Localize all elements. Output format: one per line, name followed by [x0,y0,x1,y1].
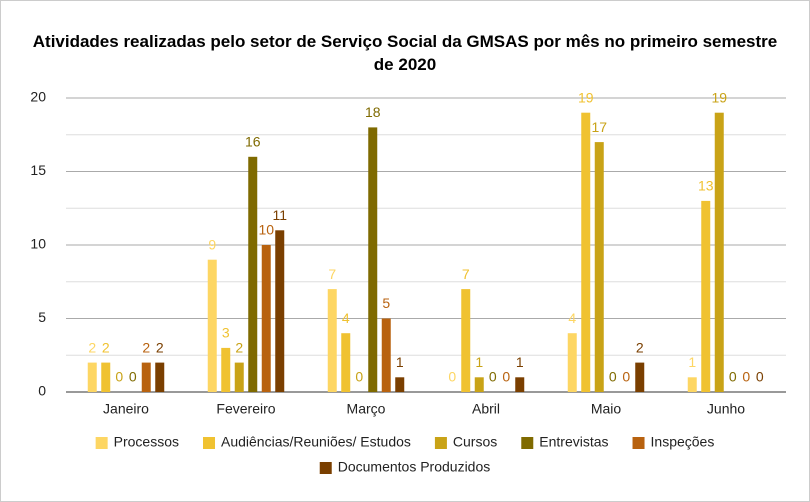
data-label: 1 [396,354,404,370]
bar [155,362,165,392]
data-label: 16 [245,134,261,150]
data-label: 0 [355,369,363,385]
data-label: 4 [568,310,576,326]
data-label: 2 [636,339,644,355]
legend-swatch [203,437,216,449]
bar [714,112,724,392]
bar [368,127,378,393]
bar [701,200,711,392]
data-label: 17 [591,119,607,135]
data-label: 0 [448,369,456,385]
bar [635,362,645,392]
data-label: 0 [129,369,137,385]
x-tick-label: Junho [707,401,745,417]
bar [87,362,97,392]
bar [474,377,484,392]
bar [515,377,525,392]
bar [261,245,271,392]
legend-swatch [95,437,108,449]
data-label: 1 [688,354,696,370]
bar [395,377,405,392]
legend-label: Processos [114,434,179,450]
data-label: 2 [88,339,96,355]
data-label: 2 [142,339,150,355]
data-label: 0 [489,369,497,385]
data-label: 2 [102,339,110,355]
data-label: 0 [742,369,750,385]
data-label: 2 [156,339,164,355]
bar [207,259,217,392]
data-label: 0 [756,369,764,385]
bar [341,333,351,392]
data-label: 0 [729,369,737,385]
data-label: 10 [258,222,274,238]
x-tick-label: Março [347,401,386,417]
data-label: 0 [115,369,123,385]
chart-title: Atividades realizadas pelo setor de Serv… [32,32,778,74]
x-tick-label: Janeiro [103,401,149,417]
bar [101,362,111,392]
data-label: 13 [698,178,714,194]
legend-label: Cursos [453,434,497,450]
data-label: 0 [502,369,510,385]
bar [141,362,151,392]
data-label: 1 [516,354,524,370]
legend-label: Documentos Produzidos [338,459,491,475]
data-label: 9 [208,236,216,252]
bar [248,156,258,392]
data-label: 1 [475,354,483,370]
legend-swatch [319,462,332,474]
legend-label: Entrevistas [539,434,608,450]
bar [234,362,244,392]
bar [461,289,471,392]
data-label: 7 [462,266,470,282]
bar [687,377,697,392]
bar [221,347,231,392]
y-tick-label: 5 [38,309,46,325]
data-label: 2 [235,339,243,355]
y-tick-label: 10 [30,236,46,252]
y-tick-label: 15 [30,162,46,178]
data-label: 19 [578,89,594,105]
data-label: 4 [342,310,350,326]
legend-label: Audiências/Reuniões/ Estudos [221,434,411,450]
legend-swatch [632,437,645,449]
data-label: 0 [609,369,617,385]
x-tick-label: Abril [472,401,500,417]
data-label: 7 [328,266,336,282]
y-tick-label: 0 [38,383,46,399]
bar [327,289,337,392]
bar [567,333,577,392]
data-label: 19 [711,89,727,105]
data-label: 3 [222,325,230,341]
legend-swatch [521,437,534,449]
legend-swatch [434,437,447,449]
bar [594,142,604,392]
y-tick-label: 20 [30,89,46,105]
legend-label: Inspeções [651,434,715,450]
data-label: 5 [382,295,390,311]
x-tick-label: Maio [591,401,622,417]
data-label: 0 [622,369,630,385]
bar [581,112,591,392]
data-label: 11 [272,207,287,223]
data-label: 18 [365,104,381,120]
bar [381,318,391,392]
x-tick-label: Fevereiro [216,401,275,417]
bar [275,230,285,392]
